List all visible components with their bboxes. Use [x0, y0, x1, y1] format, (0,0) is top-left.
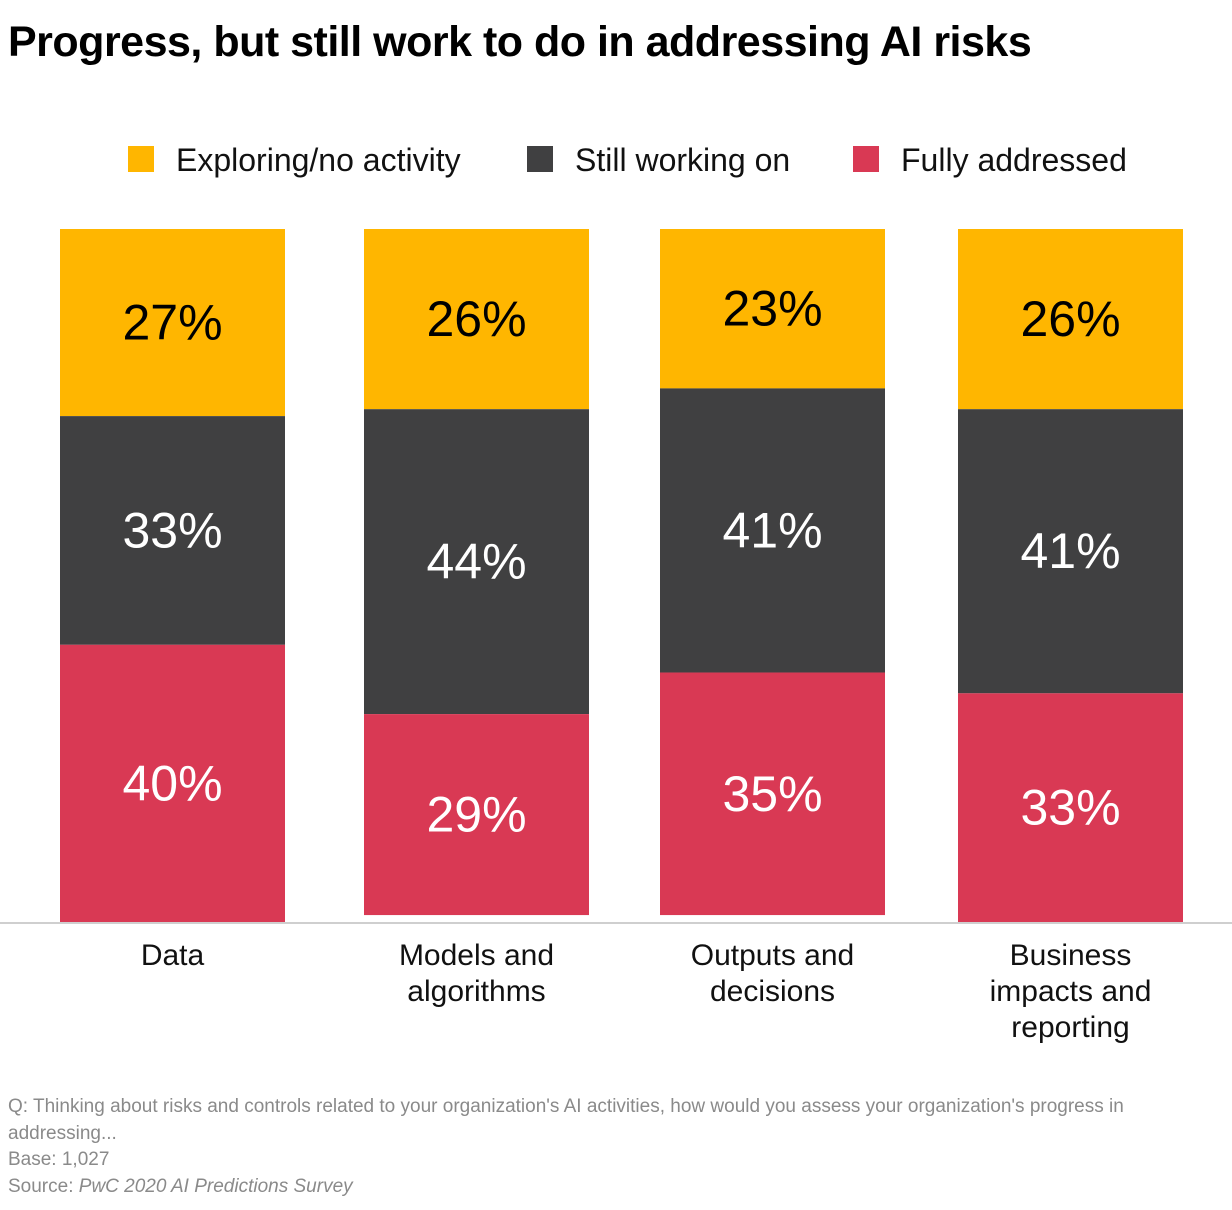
legend-label-exploring-no-activity: Exploring/no activity — [176, 142, 461, 178]
legend-label-fully-addressed: Fully addressed — [901, 142, 1127, 178]
chart-notes: Q: Thinking about risks and controls rel… — [8, 1094, 1218, 1200]
x-tick-label-line: Data — [141, 939, 205, 972]
data-label-outputs-and-decisions-still-working-on: 41% — [722, 502, 822, 558]
bar-segment-data-still-working-on — [60, 416, 285, 645]
legend-label-still-working-on: Still working on — [575, 142, 790, 178]
x-tick-label-outputs-and-decisions: Outputs and decisions — [691, 939, 854, 1008]
chart-title: Progress, but still work to do in addres… — [8, 18, 1032, 66]
data-label-outputs-and-decisions-exploring-no-activity: 23% — [722, 281, 822, 337]
legend-swatch-still-working-on — [527, 146, 553, 172]
stacked-bar-chart: Exploring/no activity Still working on Ful… — [0, 142, 1232, 1044]
bar-segment-outputs-and-decisions-still-working-on — [660, 388, 885, 673]
data-label-data-fully-addressed: 40% — [122, 755, 222, 811]
bar-segment-business-impacts-and-reporting-still-working-on — [958, 409, 1183, 694]
data-label-business-impacts-and-reporting-exploring-no-activity: 26% — [1020, 291, 1120, 347]
data-label-business-impacts-and-reporting-still-working-on: 41% — [1020, 523, 1120, 579]
bar-segment-models-and-algorithms-fully-addressed — [364, 714, 589, 916]
bar-segment-outputs-and-decisions-exploring-no-activity — [660, 229, 885, 389]
data-label-models-and-algorithms-exploring-no-activity: 26% — [426, 291, 526, 347]
bar-segment-business-impacts-and-reporting-fully-addressed — [958, 693, 1183, 922]
bar-segment-models-and-algorithms-still-working-on — [364, 409, 589, 715]
x-tick-label-line: algorithms — [407, 975, 545, 1008]
bar-segment-data-fully-addressed — [60, 644, 285, 922]
legend-swatch-exploring-no-activity — [128, 146, 154, 172]
x-tick-label-data: Data — [141, 939, 205, 972]
x-tick-label-line: impacts and — [990, 975, 1152, 1008]
x-tick-label-models-and-algorithms: Models and algorithms — [399, 939, 554, 1008]
bar-segment-outputs-and-decisions-fully-addressed — [660, 672, 885, 916]
bar-segment-models-and-algorithms-exploring-no-activity — [364, 229, 589, 410]
data-label-models-and-algorithms-still-working-on: 44% — [426, 534, 526, 590]
x-tick-label-line: reporting — [1011, 1011, 1129, 1044]
data-label-data-exploring-no-activity: 27% — [122, 295, 222, 351]
x-tick-label-line: Business — [1010, 939, 1132, 972]
legend-swatch-fully-addressed — [853, 146, 879, 172]
data-label-business-impacts-and-reporting-fully-addressed: 33% — [1020, 780, 1120, 836]
x-tick-label-line: Outputs and — [691, 939, 854, 972]
data-label-data-still-working-on: 33% — [122, 502, 222, 558]
data-label-models-and-algorithms-fully-addressed: 29% — [426, 787, 526, 843]
source-prefix: Source: — [8, 1175, 74, 1197]
survey-source: Source: PwC 2020 AI Predictions Survey — [8, 1174, 1218, 1201]
survey-base: Base: 1,027 — [8, 1149, 110, 1170]
x-tick-label-business-impacts-and-reporting: Business impacts and reporting — [990, 939, 1152, 1044]
source-name: PwC 2020 AI Predictions Survey — [78, 1175, 353, 1197]
survey-question: Q: Thinking about risks and controls rel… — [8, 1096, 1124, 1144]
x-tick-label-line: decisions — [710, 975, 835, 1008]
bar-segment-business-impacts-and-reporting-exploring-no-activity — [958, 229, 1183, 410]
data-label-outputs-and-decisions-fully-addressed: 35% — [722, 766, 822, 822]
bar-segment-data-exploring-no-activity — [60, 229, 285, 417]
x-tick-label-line: Models and — [399, 939, 554, 972]
